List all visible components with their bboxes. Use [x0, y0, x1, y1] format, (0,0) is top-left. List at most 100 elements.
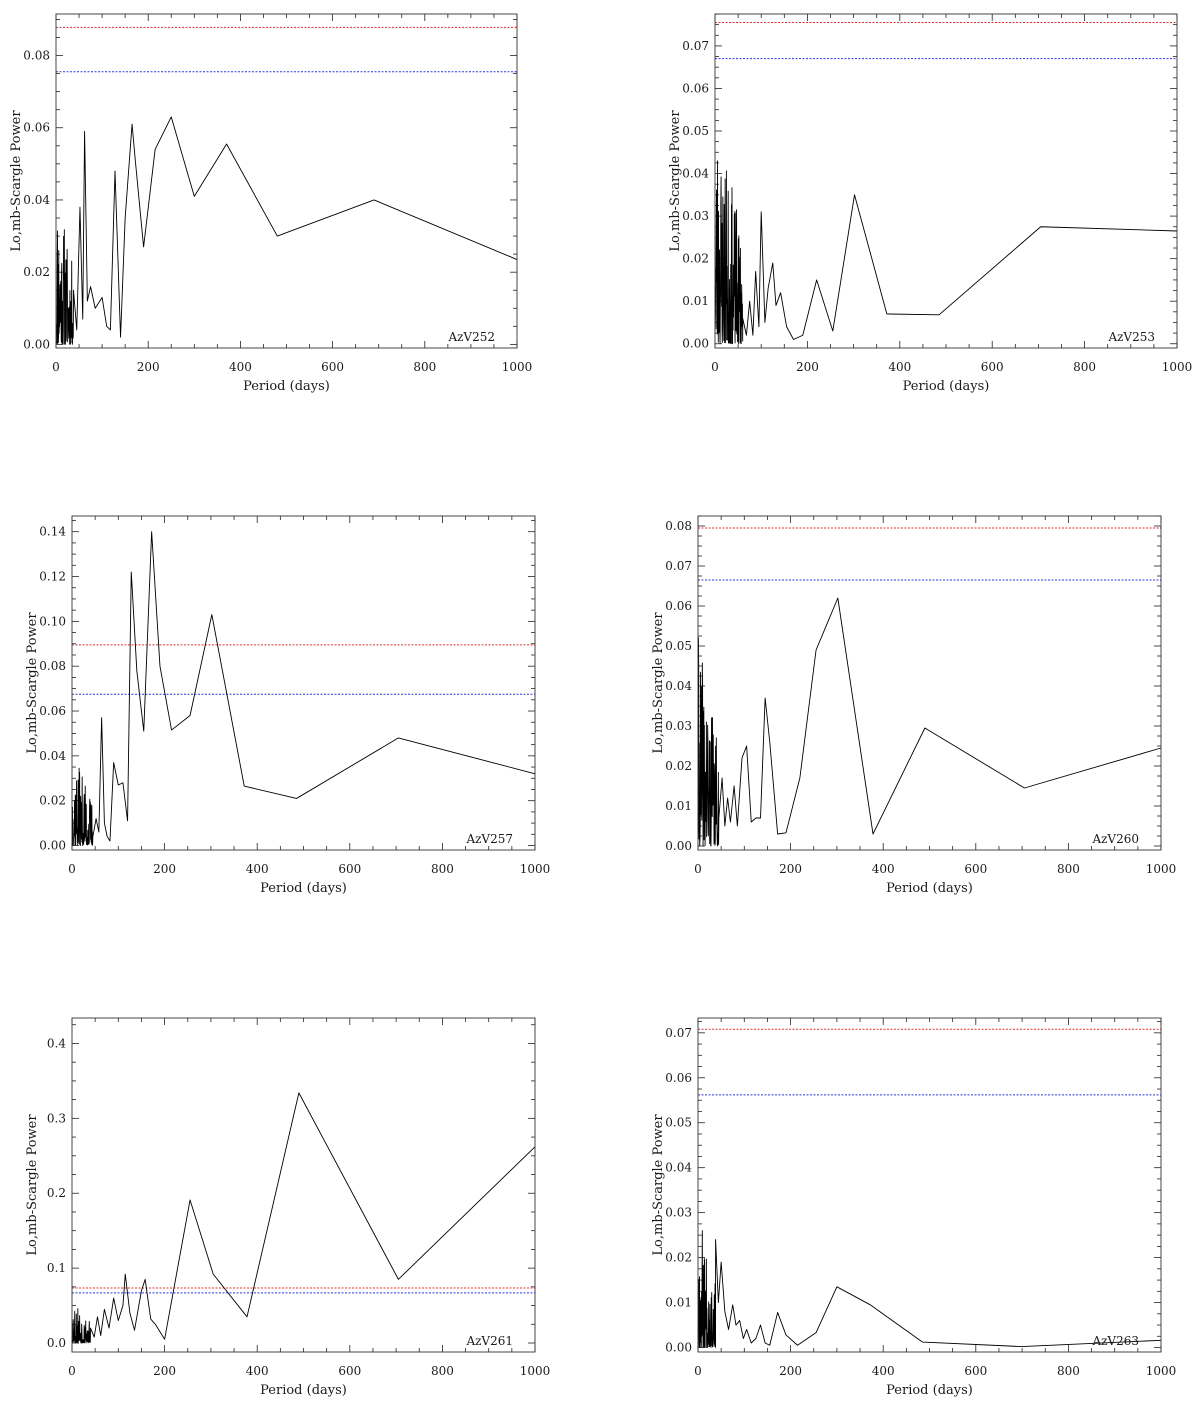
plot-frame: [697, 1017, 1162, 1353]
y-tick-label: 0.05: [682, 124, 709, 138]
x-tick-label: 400: [229, 360, 252, 374]
x-tick-label: 400: [246, 1364, 269, 1378]
x-tick-label: 0: [694, 1364, 702, 1378]
y-tick-label: 0.04: [665, 1161, 692, 1175]
star-label: AzV257: [465, 832, 513, 846]
y-tick-label: 0.10: [39, 614, 66, 628]
y-tick-label: 0.08: [665, 519, 692, 533]
periodogram-panel: 0 200 400 600 800 1000 0.0 0.1 0.2 0.3 0.4 AzV261 Pe…: [25, 1017, 551, 1398]
periodogram-panel: 0 200 400 600 800 1000 0.00 0.02 0.04 0.06 0.08 0.1…: [25, 515, 551, 896]
x-tick-label: 1000: [502, 360, 533, 374]
x-axis-label: Period (days): [260, 881, 347, 896]
star-label: AzV260: [1091, 832, 1139, 846]
x-tick-label: 800: [431, 1364, 454, 1378]
plot-frame: [71, 515, 536, 851]
y-tick-label: 0.12: [39, 570, 66, 584]
y-tick-label: 0.04: [23, 193, 50, 207]
y-tick-label: 0.06: [682, 81, 709, 95]
y-tick-label: 0.00: [665, 1341, 692, 1355]
power-line: [55, 116, 518, 345]
y-tick-label: 0.06: [23, 121, 50, 135]
x-tick-label: 800: [1073, 360, 1096, 374]
x-tick-label: 400: [872, 1364, 895, 1378]
x-tick-label: 0: [52, 360, 60, 374]
y-tick-label: 0.03: [665, 1206, 692, 1220]
y-tick-label: 0.06: [665, 1071, 692, 1085]
y-tick-label: 0.05: [665, 639, 692, 653]
power-line: [697, 597, 1162, 847]
y-tick-label: 0.08: [23, 49, 50, 63]
y-tick-label: 0.04: [39, 749, 66, 763]
y-tick-label: 0.04: [665, 679, 692, 693]
star-label: AzV252: [447, 330, 495, 344]
power-line: [697, 1230, 1162, 1348]
x-tick-label: 1000: [520, 1364, 551, 1378]
y-tick-label: 0.07: [682, 39, 709, 53]
y-tick-label: 0.01: [665, 799, 692, 813]
y-axis-label: Lo,mb-Scargle Power: [668, 110, 683, 252]
plot-frame: [71, 1017, 536, 1353]
x-tick-label: 200: [796, 360, 819, 374]
x-tick-label: 1000: [1146, 862, 1177, 876]
x-tick-label: 800: [413, 360, 436, 374]
plot-frame: [714, 13, 1178, 349]
periodogram-panel: 0 200 400 600 800 1000 0.00 0.01 0.02 0.03 0.04 0.0…: [651, 515, 1177, 896]
star-label: AzV261: [465, 1334, 513, 1348]
y-tick-label: 0.03: [665, 719, 692, 733]
x-axis-label: Period (days): [886, 1383, 973, 1398]
x-tick-label: 400: [872, 862, 895, 876]
x-tick-label: 1000: [1162, 360, 1193, 374]
x-tick-label: 800: [1057, 1364, 1080, 1378]
x-tick-label: 800: [1057, 862, 1080, 876]
x-tick-label: 200: [779, 1364, 802, 1378]
x-tick-label: 0: [711, 360, 719, 374]
x-tick-label: 800: [431, 862, 454, 876]
plot-frame: [55, 13, 518, 349]
y-axis-label: Lo,mb-Scargle Power: [9, 110, 24, 252]
power-line: [714, 160, 1178, 345]
y-tick-label: 0.05: [665, 1116, 692, 1130]
x-axis-label: Period (days): [886, 881, 973, 896]
y-tick-label: 0.00: [682, 337, 709, 351]
x-tick-label: 600: [964, 862, 987, 876]
power-line: [71, 531, 536, 846]
y-axis-label: Lo,mb-Scargle Power: [651, 1114, 666, 1256]
y-tick-label: 0.0: [47, 1336, 66, 1350]
x-axis-label: Period (days): [903, 379, 990, 394]
x-tick-label: 600: [964, 1364, 987, 1378]
y-tick-label: 0.02: [39, 794, 66, 808]
x-axis-label: Period (days): [243, 379, 330, 394]
y-tick-label: 0.01: [682, 294, 709, 308]
y-tick-label: 0.07: [665, 1026, 692, 1040]
y-tick-label: 0.07: [665, 559, 692, 573]
y-tick-label: 0.08: [39, 659, 66, 673]
power-line: [71, 1092, 536, 1344]
x-tick-label: 600: [981, 360, 1004, 374]
y-tick-label: 0.02: [665, 759, 692, 773]
y-tick-label: 0.14: [39, 525, 66, 539]
x-tick-label: 400: [246, 862, 269, 876]
y-tick-label: 0.00: [665, 839, 692, 853]
x-tick-label: 600: [321, 360, 344, 374]
x-axis-label: Period (days): [260, 1383, 347, 1398]
x-tick-label: 200: [153, 862, 176, 876]
star-label: AzV263: [1091, 1334, 1139, 1348]
x-tick-label: 600: [338, 1364, 361, 1378]
x-tick-label: 200: [137, 360, 160, 374]
y-tick-label: 0.4: [47, 1036, 66, 1050]
y-tick-label: 0.06: [39, 704, 66, 718]
periodogram-panel: 0 200 400 600 800 1000 0.00 0.02 0.04 0.06 0.08 AzV…: [9, 13, 533, 394]
x-tick-label: 1000: [520, 862, 551, 876]
y-tick-label: 0.03: [682, 209, 709, 223]
y-tick-label: 0.06: [665, 599, 692, 613]
y-tick-label: 0.02: [682, 252, 709, 266]
x-tick-label: 600: [338, 862, 361, 876]
y-axis-label: Lo,mb-Scargle Power: [651, 612, 666, 754]
x-tick-label: 0: [694, 862, 702, 876]
y-tick-label: 0.04: [682, 167, 709, 181]
y-tick-label: 0.02: [23, 265, 50, 279]
star-label: AzV253: [1107, 330, 1155, 344]
y-axis-label: Lo,mb-Scargle Power: [25, 1114, 40, 1256]
y-tick-label: 0.01: [665, 1296, 692, 1310]
